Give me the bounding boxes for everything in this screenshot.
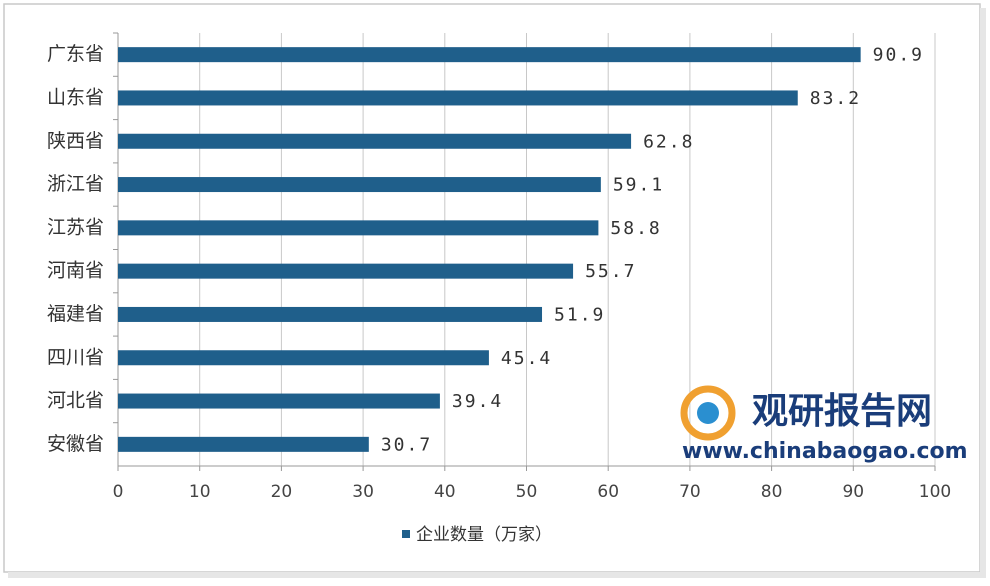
watermark-title: 观研报告网	[752, 391, 932, 432]
value-label: 83.2	[810, 88, 861, 109]
y-tick-label: 福建省	[47, 303, 104, 325]
x-tick-label: 50	[516, 482, 538, 502]
y-tick-label: 山东省	[47, 86, 104, 108]
bar	[118, 263, 574, 279]
x-tick-label: 10	[189, 482, 211, 502]
bar	[118, 47, 861, 63]
x-tick-label: 70	[679, 482, 701, 502]
watermark-url: www.chinabaogao.com	[682, 439, 968, 464]
bars: 广东省 90.9 山东省 83.2 陕西省 62.8 浙江省 59.1 江苏省 58.8 河南省 55…	[47, 32, 924, 455]
x-tick-label: 100	[919, 482, 951, 502]
x-tick-label: 20	[271, 482, 293, 502]
logo	[697, 402, 719, 424]
legend-swatch	[402, 530, 410, 538]
y-tick-label: 河北省	[47, 390, 104, 412]
bar	[118, 436, 369, 452]
watermark: 观研报告网 www.chinabaogao.com	[680, 385, 968, 464]
value-label: 90.9	[873, 45, 924, 66]
y-tick-label: 河南省	[47, 260, 104, 282]
x-tick-label: 60	[597, 482, 619, 502]
bar	[118, 306, 543, 322]
x-tick-label: 0	[113, 482, 124, 502]
value-label: 59.1	[613, 175, 664, 196]
value-label: 39.4	[452, 391, 503, 412]
y-tick-label: 广东省	[47, 43, 104, 65]
bar	[118, 90, 798, 106]
x-tick-label: 80	[761, 482, 783, 502]
x-tick-label: 40	[434, 482, 456, 502]
legend-label: 企业数量（万家）	[416, 525, 552, 545]
y-tick-label: 四川省	[47, 346, 104, 368]
y-tick-label: 陕西省	[47, 130, 104, 152]
y-tick-label: 江苏省	[47, 216, 104, 238]
bar	[118, 393, 440, 409]
bar	[118, 220, 599, 236]
bar	[118, 133, 632, 149]
y-tick-label: 浙江省	[47, 173, 104, 195]
frame-shadow	[8, 572, 982, 578]
value-label: 58.8	[610, 218, 661, 239]
frame-shadow	[980, 8, 986, 578]
y-tick-label: 安徽省	[47, 433, 104, 455]
logo	[680, 385, 736, 441]
value-label: 51.9	[554, 304, 605, 325]
value-label: 55.7	[585, 261, 636, 282]
value-label: 45.4	[501, 348, 552, 369]
value-label: 30.7	[381, 434, 432, 455]
bar	[118, 350, 489, 366]
x-tick-label: 30	[352, 482, 374, 502]
bar	[118, 177, 601, 193]
x-tick-label: 90	[842, 482, 864, 502]
value-label: 62.8	[643, 131, 694, 152]
